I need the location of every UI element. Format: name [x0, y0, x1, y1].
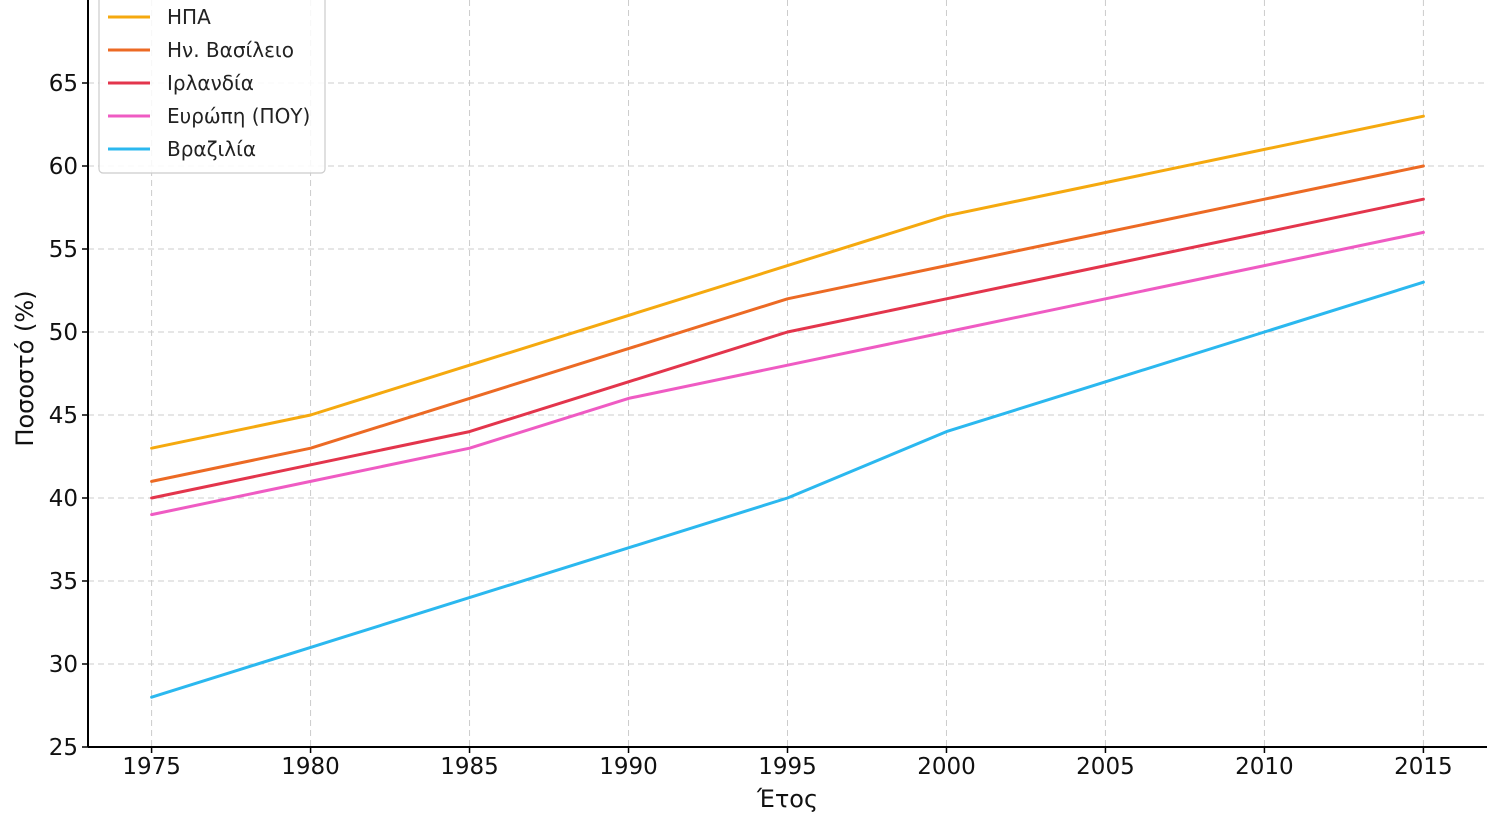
y-tick-label: 30	[49, 652, 78, 678]
series-line-5	[150, 280, 1425, 699]
x-tick-label: 2010	[1235, 754, 1294, 780]
y-tick-label: 35	[49, 569, 78, 595]
y-tick-label: 40	[49, 486, 78, 512]
axes	[82, 0, 1487, 753]
y-tick-label: 45	[49, 403, 78, 429]
series-line-4	[150, 230, 1425, 517]
legend-label: ΗΠΑ	[167, 5, 211, 29]
x-tick-label: 1975	[122, 754, 181, 780]
x-tick-label: 1995	[758, 754, 817, 780]
x-tick-label: 2015	[1394, 754, 1453, 780]
y-tick-label: 65	[49, 71, 78, 97]
tick-labels: 1975 1980 1985 1990 1995 2000 2005 2010 2015 25 30…	[49, 71, 1453, 780]
series-lines	[150, 114, 1425, 699]
legend-label: Ιρλανδία	[167, 71, 254, 95]
series-line-1	[150, 114, 1425, 450]
y-tick-label: 50	[49, 320, 78, 346]
x-tick-label: 1985	[440, 754, 499, 780]
x-tick-label: 2000	[917, 754, 976, 780]
y-tick-label: 25	[49, 735, 78, 761]
series-line-3	[150, 197, 1425, 500]
y-tick-label: 55	[49, 237, 78, 263]
x-tick-label: 1990	[599, 754, 658, 780]
legend-label: Βραζιλία	[167, 137, 256, 161]
y-axis-title: Ποσοστό (%)	[11, 290, 39, 446]
series-line-2	[150, 164, 1425, 483]
x-axis-title: Έτος	[756, 785, 818, 813]
legend: ΗΠΑ Ην. Βασίλειο Ιρλανδία Ευρώπη (ΠΟΥ) Βραζι…	[98, 0, 326, 174]
y-tick-label: 60	[49, 154, 78, 180]
x-tick-label: 1980	[281, 754, 340, 780]
legend-box	[98, 0, 326, 174]
legend-label: Ην. Βασίλειο	[167, 38, 294, 62]
legend-label: Ευρώπη (ΠΟΥ)	[167, 104, 310, 128]
x-tick-label: 2005	[1076, 754, 1135, 780]
